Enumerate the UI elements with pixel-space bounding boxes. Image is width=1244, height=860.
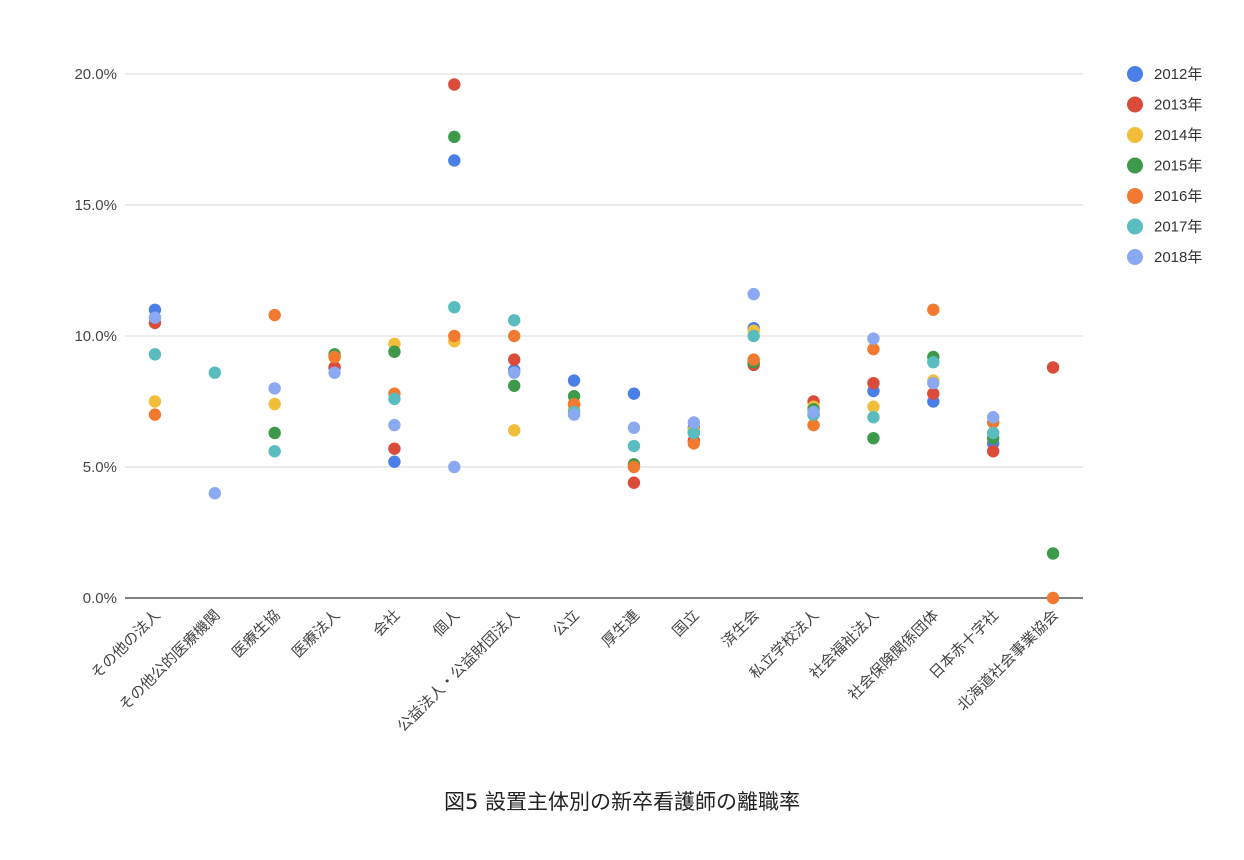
data-point: [148, 395, 162, 408]
data-point: [1046, 361, 1060, 374]
data-point: [867, 411, 880, 424]
data-point: [448, 130, 461, 144]
data-point: [507, 329, 521, 343]
x-category-label: 北海道社会事業協会: [954, 606, 1062, 714]
legend-label: 2013年: [1154, 97, 1202, 114]
x-category-label: 国立: [669, 606, 703, 640]
data-point: [986, 411, 1000, 424]
data-point: [268, 308, 281, 322]
data-point: [328, 366, 341, 379]
legend-label: 2017年: [1154, 219, 1202, 236]
data-point: [986, 426, 1000, 440]
x-category-label: 医療生協: [228, 606, 283, 661]
data-point: [927, 356, 940, 369]
x-category-label: その他公的医療機関: [115, 606, 223, 714]
data-point: [567, 408, 581, 421]
legend-marker: [1127, 127, 1143, 143]
y-tick-label: 0.0%: [83, 590, 117, 607]
data-point: [388, 442, 401, 455]
data-point: [627, 460, 641, 474]
legend-label: 2015年: [1154, 158, 1202, 175]
data-point: [627, 387, 641, 400]
data-point: [687, 437, 701, 450]
legend-marker: [1127, 249, 1143, 265]
data-point: [867, 400, 880, 413]
data-point: [208, 487, 222, 500]
x-category-label: 会社: [369, 606, 403, 640]
data-point: [268, 382, 281, 395]
data-point: [867, 376, 880, 390]
y-tick-label: 5.0%: [83, 459, 117, 476]
legend-marker: [1127, 66, 1143, 82]
legend: 2012年 2013年 2014年 2015年 2016年 2017年 2018年: [1127, 66, 1202, 266]
data-point: [448, 300, 461, 314]
data-point: [807, 405, 820, 419]
x-category-label: 済生会: [718, 606, 763, 651]
y-axis-ticks: 0.0% 5.0% 10.0% 15.0% 20.0%: [74, 66, 117, 607]
x-category-label: 医療法人: [288, 606, 343, 661]
data-point: [867, 332, 880, 345]
data-point: [567, 374, 581, 387]
scatter-chart: 0.0% 5.0% 10.0% 15.0% 20.0% その他の法人その他公的医療機関医…: [74, 66, 1202, 736]
data-point: [388, 418, 401, 432]
data-point: [927, 376, 940, 390]
data-point: [747, 287, 760, 301]
data-point: [268, 445, 281, 458]
data-point: [1046, 547, 1060, 560]
data-point: [328, 350, 341, 364]
data-point: [208, 366, 222, 379]
data-point: [148, 408, 162, 421]
data-point: [268, 397, 281, 411]
data-point: [627, 421, 641, 434]
data-point: [268, 426, 281, 440]
data-point: [148, 311, 162, 324]
data-point: [448, 78, 461, 91]
legend-marker: [1127, 157, 1143, 174]
data-point: [507, 379, 521, 392]
legend-label: 2014年: [1154, 127, 1202, 144]
gridlines: [125, 73, 1083, 468]
data-point: [388, 345, 401, 358]
data-point: [687, 416, 701, 429]
data-point: [687, 426, 701, 440]
data-point: [448, 460, 461, 474]
data-point: [507, 314, 521, 327]
data-point: [747, 353, 760, 366]
legend-marker: [1127, 96, 1143, 113]
legend-marker: [1127, 218, 1143, 235]
data-point: [448, 154, 461, 167]
x-category-label: 公益法人・公益財団法人: [394, 606, 523, 735]
data-point: [507, 353, 521, 366]
data-point: [986, 445, 1000, 458]
data-point: [927, 303, 940, 316]
data-point: [388, 455, 401, 468]
data-point: [507, 366, 521, 379]
data-point: [627, 439, 641, 453]
data-point: [807, 418, 820, 432]
data-point: [507, 424, 521, 437]
x-category-label: 個人: [429, 606, 463, 640]
data-point: [448, 329, 461, 343]
legend-marker: [1127, 188, 1143, 204]
data-point: [388, 392, 401, 406]
legend-label: 2012年: [1154, 66, 1202, 83]
data-point: [867, 431, 880, 445]
data-point: [927, 387, 940, 400]
legend-label: 2018年: [1154, 249, 1202, 266]
y-tick-label: 10.0%: [74, 328, 117, 345]
data-points: [148, 78, 1060, 605]
data-point: [1046, 591, 1060, 605]
figure-caption: 図5 設置主体別の新卒看護師の離職率: [443, 790, 801, 814]
x-category-label: 厚生連: [598, 606, 643, 651]
data-point: [867, 342, 880, 356]
y-tick-label: 15.0%: [74, 197, 117, 214]
data-point: [747, 329, 760, 343]
y-tick-label: 20.0%: [74, 66, 117, 83]
data-point: [148, 348, 162, 361]
data-point: [627, 476, 641, 489]
x-category-label: 公立: [549, 606, 583, 640]
legend-label: 2016年: [1154, 188, 1202, 205]
